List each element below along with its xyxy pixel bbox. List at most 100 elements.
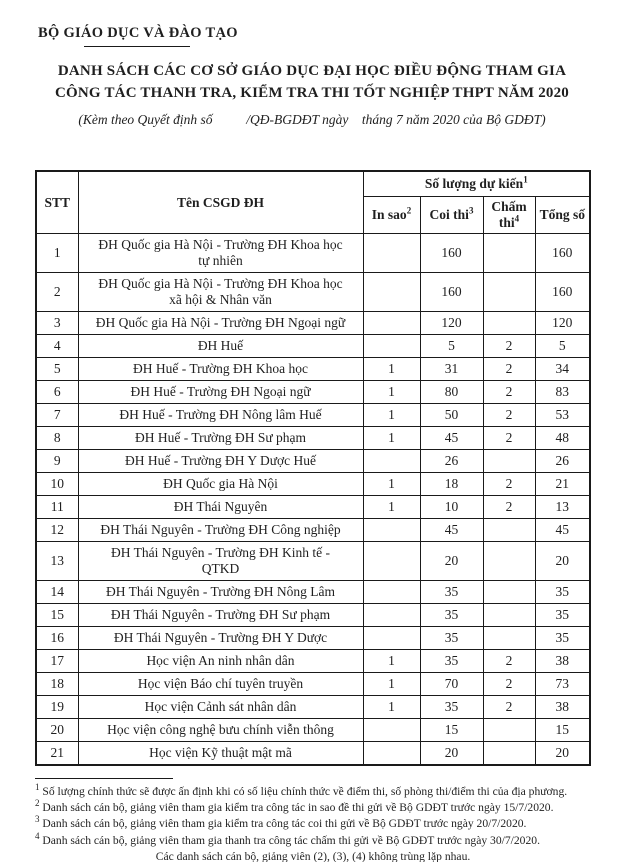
name-cell: ĐH Quốc gia Hà Nội - Trường ĐH Khoa học … xyxy=(77,272,364,312)
in-sao-cell xyxy=(362,334,421,358)
in-sao-cell xyxy=(362,741,421,766)
cham-thi-cell: 2 xyxy=(482,426,536,450)
in-sao-cell xyxy=(362,718,421,742)
cham-thi-cell xyxy=(482,626,536,650)
cham-thi-cell xyxy=(482,580,536,604)
coi-thi-label: Coi thi xyxy=(429,207,469,222)
cham-thi-cell: 2 xyxy=(482,472,536,496)
col-header-coi-thi: Coi thi3 xyxy=(419,196,484,234)
in-sao-cell: 1 xyxy=(362,672,421,696)
table-row: 12 ĐH Thái Nguyên - Trường ĐH Công nghiệp… xyxy=(35,518,591,542)
stt-cell: 19 xyxy=(35,695,79,719)
tong-so-cell: 20 xyxy=(534,741,591,766)
cham-thi-cell xyxy=(482,449,536,473)
stt-cell: 2 xyxy=(35,272,79,312)
coi-thi-cell: 10 xyxy=(419,495,484,519)
coi-thi-cell: 160 xyxy=(419,233,484,273)
coi-thi-cell: 35 xyxy=(419,695,484,719)
coi-thi-cell: 20 xyxy=(419,741,484,766)
col-header-tong-so: Tổng số xyxy=(534,196,591,234)
name-cell: ĐH Quốc gia Hà Nội xyxy=(77,472,364,496)
doc-title: DANH SÁCH CÁC CƠ SỞ GIÁO DỤC ĐẠI HỌC ĐIỀ… xyxy=(0,60,624,104)
cham-thi-cell: 2 xyxy=(482,649,536,673)
footnote-list: 1 Số lượng chính thức sẽ được ấn định kh… xyxy=(35,782,591,849)
table-row: 18 Học viện Báo chí tuyên truyền 1 70 2 73 xyxy=(35,672,591,696)
name-cell: Học viện Kỹ thuật mật mã xyxy=(77,741,364,766)
cham-thi-cell: 2 xyxy=(482,403,536,427)
stt-cell: 8 xyxy=(35,426,79,450)
name-cell: ĐH Thái Nguyên xyxy=(77,495,364,519)
tong-so-cell: 15 xyxy=(534,718,591,742)
tong-so-cell: 120 xyxy=(534,311,591,335)
coi-thi-cell: 35 xyxy=(419,626,484,650)
coi-thi-cell: 45 xyxy=(419,426,484,450)
stt-cell: 11 xyxy=(35,495,79,519)
coi-thi-cell: 20 xyxy=(419,541,484,581)
tong-so-cell: 35 xyxy=(534,580,591,604)
tong-so-cell: 73 xyxy=(534,672,591,696)
coi-thi-cell: 160 xyxy=(419,272,484,312)
in-sao-cell xyxy=(362,233,421,273)
table-row: 3 ĐH Quốc gia Hà Nội - Trường ĐH Ngoại ng… xyxy=(35,311,591,335)
table-row: 11 ĐH Thái Nguyên 1 10 2 13 xyxy=(35,495,591,519)
group-label: Số lượng dự kiến xyxy=(424,176,524,191)
stt-cell: 14 xyxy=(35,580,79,604)
in-sao-cell: 1 xyxy=(362,426,421,450)
table-row: 4 ĐH Huế 5 2 5 xyxy=(35,334,591,358)
table-row: 2 ĐH Quốc gia Hà Nội - Trường ĐH Khoa học… xyxy=(35,272,591,312)
tong-so-cell: 38 xyxy=(534,649,591,673)
coi-thi-superscript: 3 xyxy=(468,205,474,216)
name-cell: ĐH Thái Nguyên - Trường ĐH Y Dược xyxy=(77,626,364,650)
tong-so-cell: 83 xyxy=(534,380,591,404)
footnote-superscript: 1 xyxy=(35,782,40,793)
in-sao-cell: 1 xyxy=(362,649,421,673)
org-underline xyxy=(84,46,190,47)
tong-so-cell: 53 xyxy=(534,403,591,427)
stt-cell: 9 xyxy=(35,449,79,473)
cham-thi-cell xyxy=(482,603,536,627)
footnote: 3 Danh sách cán bộ, giảng viên tham gia … xyxy=(35,814,527,831)
stt-cell: 10 xyxy=(35,472,79,496)
name-cell: Học viện An ninh nhân dân xyxy=(77,649,364,673)
in-sao-cell xyxy=(362,626,421,650)
in-sao-cell xyxy=(362,518,421,542)
table-row: 1 ĐH Quốc gia Hà Nội - Trường ĐH Khoa học… xyxy=(35,233,591,273)
stt-cell: 13 xyxy=(35,541,79,581)
name-cell: ĐH Quốc gia Hà Nội - Trường ĐH Ngoại ngữ xyxy=(77,311,364,335)
tong-so-cell: 20 xyxy=(534,541,591,581)
cham-thi-cell: 2 xyxy=(482,672,536,696)
in-sao-cell: 1 xyxy=(362,695,421,719)
tong-so-cell: 35 xyxy=(534,626,591,650)
table-row: 17 Học viện An ninh nhân dân 1 35 2 38 xyxy=(35,649,591,673)
tong-so-cell: 21 xyxy=(534,472,591,496)
table-row: 14 ĐH Thái Nguyên - Trường ĐH Nông Lâm 35 3… xyxy=(35,580,591,604)
footnote-superscript: 3 xyxy=(35,814,40,825)
table-row: 8 ĐH Huế - Trường ĐH Sư phạm 1 45 2 48 xyxy=(35,426,591,450)
coi-thi-cell: 120 xyxy=(419,311,484,335)
col-header-in-sao: In sao2 xyxy=(362,196,421,234)
table-row: 21 Học viện Kỹ thuật mật mã 20 20 xyxy=(35,741,591,766)
name-cell: ĐH Huế - Trường ĐH Khoa học xyxy=(77,357,364,381)
coi-thi-cell: 26 xyxy=(419,449,484,473)
group-superscript: 1 xyxy=(523,174,528,185)
tong-so-cell: 34 xyxy=(534,357,591,381)
coi-thi-cell: 35 xyxy=(419,580,484,604)
coi-thi-cell: 15 xyxy=(419,718,484,742)
footnote-final: Các danh sách cán bộ, giảng viên (2), (3… xyxy=(155,849,471,862)
stt-cell: 21 xyxy=(35,741,79,766)
col-header-stt: STT xyxy=(35,170,79,234)
name-cell: ĐH Thái Nguyên - Trường ĐH Kinh tế - QTK… xyxy=(77,541,364,581)
footnote: 1 Số lượng chính thức sẽ được ấn định kh… xyxy=(35,782,568,798)
in-sao-cell xyxy=(362,272,421,312)
tong-so-cell: 48 xyxy=(534,426,591,450)
cham-thi-superscript: 4 xyxy=(514,213,520,224)
footnote: 4 Danh sách cán bộ, giảng viên tham gia … xyxy=(35,830,540,847)
cham-thi-cell: 2 xyxy=(482,695,536,719)
in-sao-cell: 1 xyxy=(362,472,421,496)
col-header-group: Số lượng dự kiến1 xyxy=(362,170,591,197)
in-sao-cell xyxy=(362,580,421,604)
table-row: 7 ĐH Huế - Trường ĐH Nông lâm Huế 1 50 2 53 xyxy=(35,403,591,427)
in-sao-superscript: 2 xyxy=(406,205,412,216)
table-row: 5 ĐH Huế - Trường ĐH Khoa học 1 31 2 34 xyxy=(35,357,591,381)
table-row: 15 ĐH Thái Nguyên - Trường ĐH Sư phạm 35 35 xyxy=(35,603,591,627)
